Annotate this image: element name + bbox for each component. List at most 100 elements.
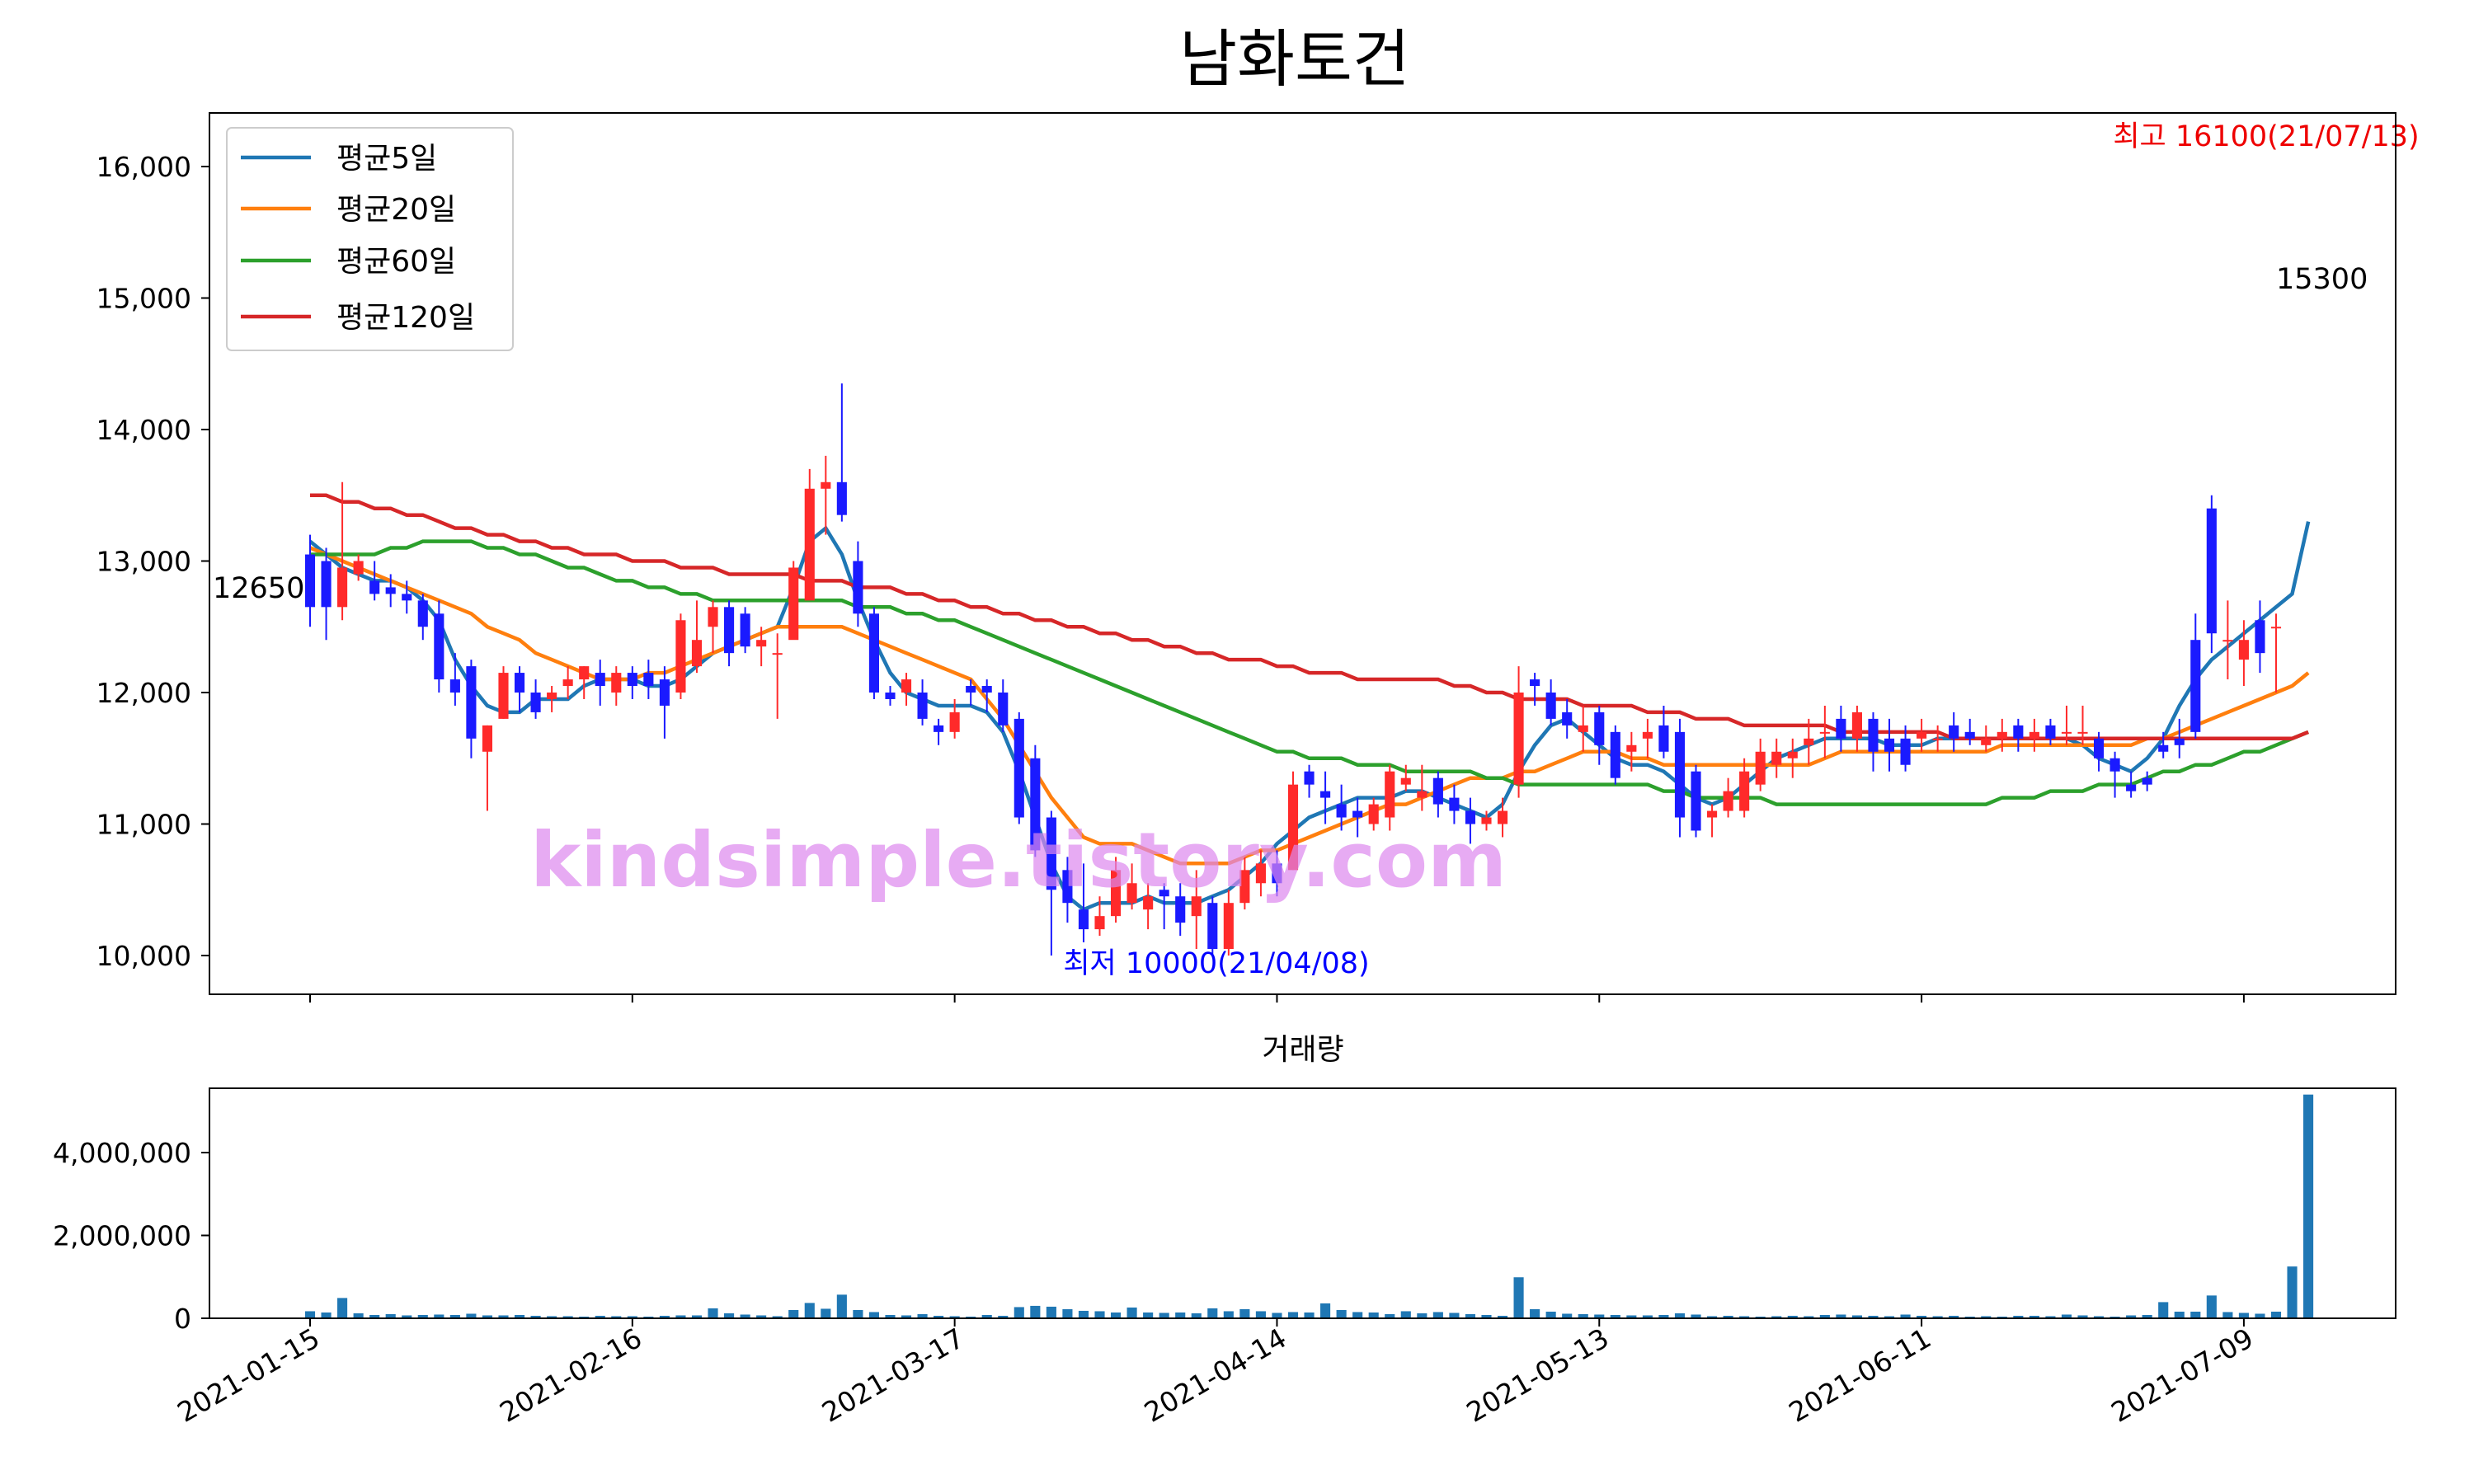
volume-bar: [1207, 1308, 1218, 1318]
candle-body: [691, 640, 703, 667]
candle-body: [2077, 731, 2088, 734]
x-tick-label: 2021-03-17: [816, 1322, 970, 1429]
volume-bar: [740, 1314, 750, 1318]
volume-bar: [643, 1316, 654, 1318]
volume-bar: [868, 1312, 879, 1318]
candlesticks: [304, 383, 2282, 956]
volume-bar: [1836, 1314, 1846, 1318]
candle-body: [1062, 870, 1073, 904]
volume-bar: [1094, 1311, 1105, 1318]
volume-bar: [2222, 1312, 2233, 1318]
volume-bar: [1175, 1312, 1186, 1318]
candle-body: [1610, 731, 1620, 778]
candle-body: [1594, 711, 1605, 745]
volume-bar: [321, 1312, 332, 1318]
candle-body: [1287, 784, 1299, 871]
candle-body: [1239, 870, 1250, 904]
volume-bar: [1255, 1311, 1266, 1318]
candle-body: [449, 679, 460, 693]
candle-body: [402, 594, 412, 601]
candle-body: [1771, 751, 1782, 765]
volume-bars: [304, 1094, 2314, 1318]
volume-bar: [1417, 1313, 1427, 1318]
candle-body: [337, 567, 348, 608]
volume-bar: [1755, 1316, 1766, 1318]
volume-bar: [1626, 1315, 1637, 1318]
volume-bar: [514, 1314, 525, 1318]
date-x-axis: 2021-01-15 2021-02-16 2021-03-17 2021-04-14…: [172, 1318, 2259, 1429]
candle-body: [385, 587, 396, 594]
legend-ma120: 평균120일: [336, 301, 475, 335]
candle-body: [1917, 731, 1927, 739]
volume-bar: [691, 1315, 703, 1318]
x-tick-label: 2021-02-16: [494, 1322, 647, 1429]
candle-body: [1175, 896, 1186, 923]
candle-body: [1497, 810, 1508, 824]
ma-line-평균120일: [310, 493, 2309, 741]
candle-body: [482, 725, 493, 752]
candle-body: [304, 554, 316, 608]
volume-bar: [1658, 1314, 1669, 1318]
volume-bar: [385, 1313, 396, 1318]
candle-body: [1836, 718, 1846, 739]
volume-bar: [1449, 1313, 1460, 1318]
volume-bar: [1819, 1314, 1830, 1318]
candle-body: [885, 693, 896, 699]
candle-body: [836, 481, 847, 515]
volume-bar: [1964, 1316, 1975, 1318]
volume-bar: [1530, 1308, 1540, 1318]
volume-bar: [885, 1314, 896, 1318]
candle-body: [2190, 640, 2201, 732]
volume-bar: [1272, 1313, 1282, 1318]
candle-body: [2093, 738, 2105, 758]
watermark: kindsimple.tistory.com: [530, 816, 1507, 904]
candle-body: [1723, 791, 1733, 811]
volume-bar: [788, 1309, 799, 1318]
volume-plot-frame: [209, 1087, 2396, 1319]
volume-bar: [498, 1315, 509, 1318]
volume-bar: [2238, 1313, 2249, 1318]
candle-body: [756, 640, 767, 647]
candle-body: [2158, 744, 2169, 752]
candle-body: [2206, 508, 2217, 634]
candle-body: [1884, 738, 1895, 752]
candle-body: [1304, 771, 1315, 785]
volume-bar: [530, 1315, 541, 1318]
volume-bar: [1868, 1315, 1879, 1318]
candle-body: [547, 693, 557, 699]
volume-bar: [1239, 1308, 1250, 1318]
candle-body: [966, 686, 976, 693]
volume-bar: [2190, 1311, 2201, 1318]
vol-tick-label: 0: [174, 1303, 191, 1335]
candle-body: [1126, 883, 1137, 904]
volume-bar: [659, 1315, 670, 1318]
x-tick-label: 2021-04-14: [1139, 1322, 1292, 1429]
candle-body: [1336, 804, 1347, 818]
candle-body: [949, 711, 960, 732]
volume-bar: [1368, 1312, 1379, 1318]
volume-bar: [1804, 1316, 1814, 1318]
volume-bar: [1578, 1313, 1588, 1318]
volume-bar: [772, 1316, 783, 1318]
candle-body: [1191, 896, 1202, 917]
candle-body: [1674, 731, 1686, 818]
volume-title: 거래량: [1262, 1033, 1343, 1067]
x-tick-label: 2021-05-13: [1461, 1322, 1615, 1429]
last-price-label: 15300: [2276, 263, 2368, 296]
volume-bar: [821, 1308, 831, 1318]
volume-bar: [402, 1315, 412, 1318]
volume-bar: [724, 1313, 735, 1318]
volume-bar: [353, 1313, 364, 1318]
volume-bar: [2270, 1311, 2282, 1318]
candle-body: [1272, 863, 1282, 884]
volume-bar: [1432, 1312, 1443, 1318]
candle-body: [1400, 777, 1411, 785]
candle-body: [1385, 771, 1395, 818]
volume-bar: [901, 1315, 912, 1318]
candle-body: [917, 693, 928, 719]
volume-bar: [1691, 1314, 1701, 1318]
volume-bar: [1900, 1314, 1911, 1318]
volume-bar: [981, 1314, 992, 1318]
price-plot-frame: [209, 112, 2396, 995]
volume-bar: [2206, 1295, 2217, 1318]
